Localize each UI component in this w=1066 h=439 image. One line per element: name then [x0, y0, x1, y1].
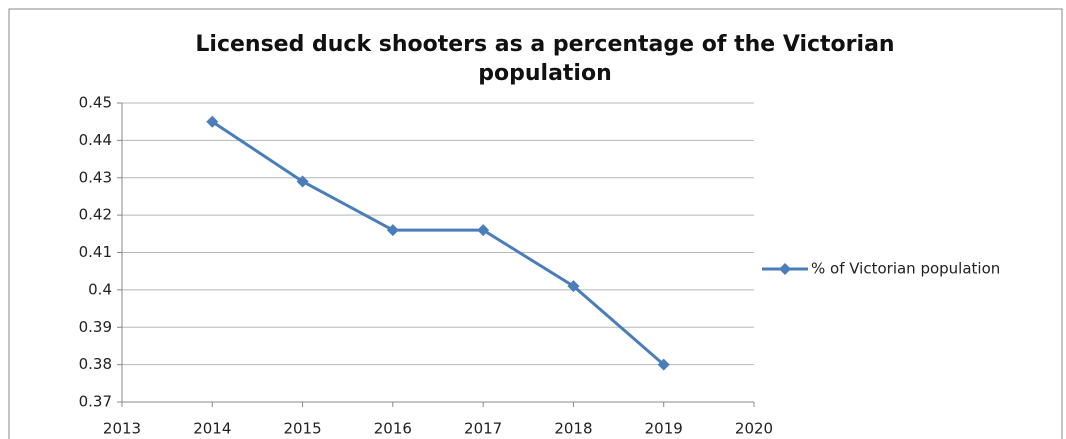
data-point — [657, 358, 670, 371]
x-tick-label: 2015 — [283, 420, 321, 438]
y-tick-label: 0.39 — [79, 318, 112, 336]
y-tick-label: 0.4 — [88, 280, 112, 298]
data-point — [386, 224, 399, 237]
y-tick-label: 0.37 — [79, 393, 112, 411]
y-tick-label: 0.43 — [79, 168, 112, 186]
chart-title: Licensed duck shooters as a percentage o… — [195, 32, 895, 86]
chart-border — [8, 8, 1063, 439]
y-tick-label: 0.42 — [79, 206, 112, 224]
y-tick-label: 0.38 — [79, 355, 112, 373]
x-tick-label: 2019 — [645, 420, 683, 438]
x-tick-label: 2017 — [464, 420, 502, 438]
x-tick-label: 2020 — [735, 420, 773, 438]
data-point — [296, 175, 309, 188]
x-tick-label: 2018 — [554, 420, 592, 438]
data-point — [477, 224, 490, 237]
legend-label: % of Victorian population — [811, 260, 1000, 278]
x-tick-label: 2016 — [374, 420, 412, 438]
legend-marker — [779, 263, 791, 275]
y-tick-label: 0.41 — [79, 243, 112, 261]
x-tick-label: 2013 — [103, 420, 141, 438]
data-point — [206, 115, 219, 128]
y-tick-label: 0.44 — [79, 131, 112, 149]
data-line — [211, 120, 665, 366]
x-tick-label: 2014 — [193, 420, 231, 438]
data-point — [567, 280, 580, 293]
y-tick-label: 0.45 — [79, 94, 112, 112]
